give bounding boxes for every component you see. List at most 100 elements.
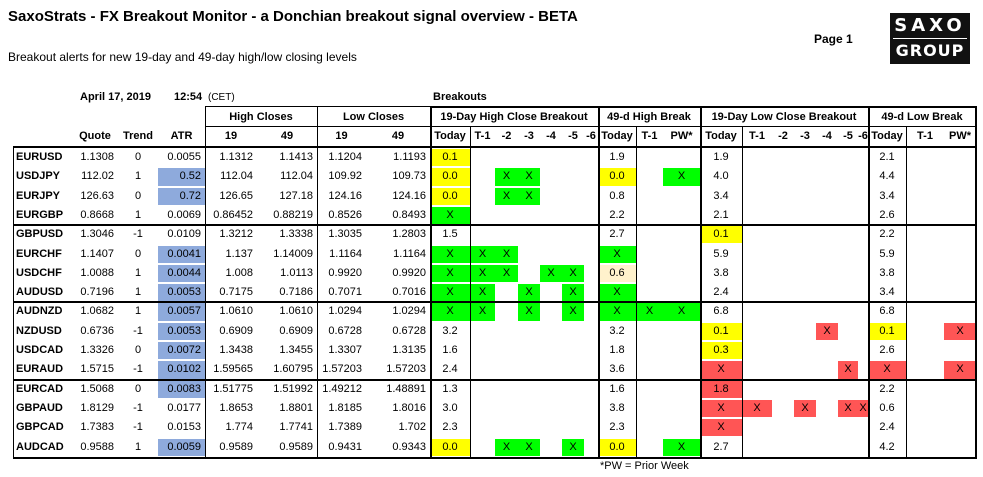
- table-cell: [944, 226, 976, 243]
- table-cell: 0.6909: [279, 324, 313, 337]
- table-cell: [858, 381, 868, 398]
- table-cell: 1.57203: [322, 363, 362, 376]
- logo-text-top: SAXO: [894, 15, 966, 36]
- currency-pair: EURAUD: [16, 363, 64, 376]
- table-cell: [584, 361, 598, 378]
- table-cell: 1.48891: [386, 382, 426, 395]
- table-cell: [540, 381, 562, 398]
- table-cell: 0.0053: [158, 322, 205, 340]
- table-cell: [944, 265, 976, 282]
- table-cell: [906, 439, 944, 456]
- column-header: Trend: [123, 130, 153, 142]
- table-cell: 0.52: [158, 168, 205, 186]
- table-cell: X: [700, 399, 742, 418]
- table-cell: [858, 303, 868, 320]
- table-cell: [562, 381, 584, 398]
- table-cell: [772, 361, 794, 378]
- currency-pair: GBPAUD: [16, 401, 63, 414]
- table-cell: 0.72: [158, 187, 205, 205]
- table-cell: [562, 246, 584, 263]
- table-cell: X: [562, 438, 584, 456]
- table-cell: [906, 265, 944, 282]
- table-cell: -1: [133, 363, 143, 376]
- table-cell: [518, 361, 540, 378]
- table-cell: 1.0610: [279, 305, 313, 318]
- table-cell: 126.65: [219, 189, 253, 202]
- table-cell: [772, 246, 794, 263]
- table-cell: 0.8526: [328, 208, 362, 221]
- table-cell: [495, 361, 518, 378]
- table-cell: [540, 284, 562, 301]
- grid-line-thick: [430, 106, 432, 459]
- table-cell: 1.0294: [328, 305, 362, 318]
- currency-pair: GBPUSD: [16, 228, 64, 241]
- table-cell: [944, 400, 976, 417]
- table-cell: 0: [134, 189, 142, 202]
- table-cell: [858, 323, 868, 340]
- table-cell: 1.1312: [219, 151, 253, 163]
- currency-pair: NZDUSD: [16, 324, 62, 337]
- table-cell: [518, 226, 540, 243]
- report-time: 12:54: [174, 91, 203, 103]
- table-cell: [742, 439, 772, 456]
- table-cell: [495, 381, 518, 398]
- table-cell: 0.0: [430, 438, 470, 456]
- table-cell: [944, 381, 976, 398]
- table-cell: 6.8: [713, 305, 729, 318]
- table-cell: 1.6: [609, 382, 625, 395]
- table-cell: X: [430, 264, 470, 283]
- table-cell: [470, 342, 495, 359]
- table-cell: [858, 342, 868, 359]
- table-cell: 3.6: [609, 363, 625, 376]
- table-cell: 6.8: [879, 305, 895, 318]
- column-header: -2: [778, 130, 788, 142]
- table-cell: X: [598, 245, 636, 263]
- table-cell: [742, 342, 772, 359]
- table-cell: [540, 361, 562, 378]
- table-cell: X: [495, 245, 518, 263]
- table-cell: [540, 400, 562, 417]
- grid-line-thick: [13, 378, 976, 381]
- table-cell: [742, 246, 772, 263]
- column-header: -4: [822, 130, 832, 142]
- table-cell: [944, 419, 976, 436]
- table-cell: [772, 226, 794, 243]
- table-cell: 1.1193: [393, 151, 426, 163]
- page-number: Page 1: [814, 32, 853, 46]
- table-cell: X: [868, 361, 906, 379]
- table-cell: [584, 265, 598, 282]
- table-cell: [540, 419, 562, 436]
- table-cell: [794, 342, 816, 359]
- table-cell: X: [663, 438, 700, 456]
- table-cell: 1.59565: [213, 363, 253, 376]
- table-cell: 2.3: [442, 421, 458, 434]
- column-header: Today: [434, 130, 466, 142]
- table-cell: [858, 168, 868, 185]
- grid-line: [742, 126, 743, 457]
- table-cell: [518, 207, 540, 224]
- table-cell: [772, 265, 794, 282]
- breakouts-label: Breakouts: [433, 91, 487, 103]
- table-cell: [562, 323, 584, 340]
- table-cell: 0.0053: [158, 284, 205, 302]
- table-cell: 3.4: [713, 189, 729, 202]
- table-cell: 0.1: [700, 226, 742, 244]
- page-subtitle: Breakout alerts for new 19-day and 49-da…: [8, 50, 357, 64]
- table-cell: [816, 207, 838, 224]
- table-cell: X: [562, 264, 584, 283]
- table-cell: [794, 439, 816, 456]
- currency-pair: AUDCAD: [16, 440, 64, 453]
- table-cell: [495, 226, 518, 243]
- table-cell: [540, 149, 562, 166]
- table-cell: 1: [134, 208, 142, 221]
- table-cell: X: [700, 419, 742, 437]
- currency-pair: USDJPY: [16, 170, 61, 183]
- table-cell: 1.3: [442, 382, 458, 395]
- table-cell: 1.3035: [328, 228, 362, 241]
- grid-line-thick: [430, 106, 976, 108]
- table-cell: 3.8: [879, 266, 895, 279]
- table-cell: 1.8: [700, 380, 742, 398]
- table-cell: 0.7175: [219, 286, 253, 299]
- table-cell: [562, 207, 584, 224]
- table-cell: [816, 246, 838, 263]
